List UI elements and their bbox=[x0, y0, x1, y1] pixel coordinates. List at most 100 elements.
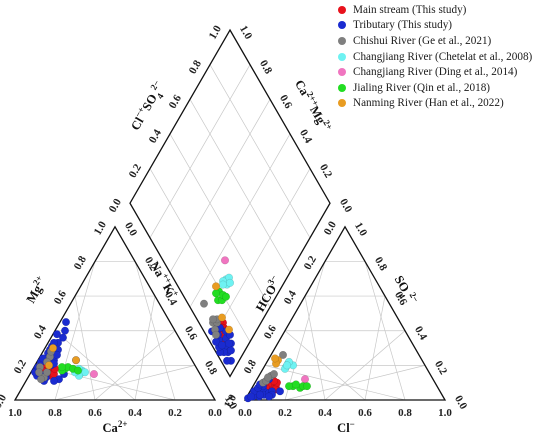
diamond-grid-a bbox=[169, 99, 271, 273]
tick-label: 0.0 bbox=[452, 394, 470, 412]
legend-item: Changjiang River (Ding et al., 2014) bbox=[338, 64, 548, 80]
data-point bbox=[45, 361, 54, 370]
tick-label: 0.0 bbox=[337, 197, 355, 215]
hco3-axis-label: HCO3− bbox=[251, 273, 284, 314]
data-point bbox=[224, 325, 233, 334]
axis-label-part: + bbox=[170, 289, 181, 298]
data-point bbox=[224, 339, 233, 348]
chart-legend: Main stream (This study) Tributary (This … bbox=[338, 2, 548, 111]
data-point bbox=[283, 361, 292, 370]
data-point bbox=[71, 356, 80, 365]
data-point bbox=[225, 278, 234, 287]
tick-label: 0.4 bbox=[412, 324, 430, 342]
axis-label-part: 2+ bbox=[31, 274, 44, 287]
anion-triangle-grid-b bbox=[364, 261, 406, 401]
tick-label: 0.2 bbox=[278, 407, 292, 419]
anion-triangle-grid-a bbox=[304, 296, 326, 401]
tick-label: 1.0 bbox=[352, 220, 370, 238]
cation-triangle-grid-b bbox=[94, 330, 176, 401]
legend-label: Changjiang River (Ding et al., 2014) bbox=[353, 66, 518, 79]
data-point bbox=[303, 382, 312, 391]
tick-label: 1.0 bbox=[222, 392, 240, 410]
tick-label: 0.8 bbox=[398, 407, 412, 419]
legend-item: Changjiang River (Chetelat et al., 2008) bbox=[338, 49, 548, 65]
tick-label: 1.0 bbox=[8, 407, 22, 419]
tick-label: 1.0 bbox=[207, 23, 225, 41]
legend-marker bbox=[338, 36, 346, 45]
axis-label-part: Mg bbox=[24, 282, 46, 305]
cation-triangle-grid-a bbox=[54, 330, 136, 401]
diamond-grid-b bbox=[209, 64, 311, 239]
tick-label: 0.6 bbox=[167, 92, 185, 110]
axis-label-part: 3− bbox=[265, 273, 278, 286]
anion-triangle-grid-a bbox=[284, 330, 366, 401]
axis-label-part: 2− bbox=[407, 290, 420, 303]
diamond-grid-b bbox=[169, 133, 271, 308]
data-point bbox=[246, 392, 255, 401]
data-point bbox=[256, 390, 265, 399]
tick-label: 0.4 bbox=[147, 127, 165, 145]
tick-label: 0.0 bbox=[322, 219, 340, 237]
data-point bbox=[37, 375, 46, 384]
legend-item: Nanming River (Han et al., 2022) bbox=[338, 96, 548, 112]
data-point bbox=[53, 330, 62, 339]
tick-label: 0.6 bbox=[52, 288, 70, 306]
legend-marker bbox=[338, 83, 346, 92]
tick-label: 0.6 bbox=[262, 323, 280, 341]
data-point bbox=[222, 356, 231, 365]
legend-marker bbox=[338, 99, 346, 108]
legend-item: Main stream (This study) bbox=[338, 2, 548, 18]
data-point bbox=[285, 382, 294, 391]
tick-label: 0.4 bbox=[318, 407, 332, 419]
data-point bbox=[199, 299, 208, 308]
data-point bbox=[35, 368, 44, 377]
data-point bbox=[279, 350, 288, 359]
anion-triangle-grid-b bbox=[364, 296, 386, 401]
legend-marker bbox=[338, 52, 346, 61]
tick-label: 0.2 bbox=[317, 162, 335, 180]
axis-label-part: −+ bbox=[133, 105, 147, 119]
data-point bbox=[58, 363, 67, 372]
cation-triangle-grid-a bbox=[74, 296, 96, 401]
tick-label: 0.6 bbox=[358, 407, 372, 419]
cl-so4-axis-label: Cl−+SO42− bbox=[126, 78, 170, 134]
tick-label: 0.2 bbox=[432, 359, 450, 377]
cation-triangle-grid-b bbox=[54, 365, 196, 401]
axis-label-part: 4 bbox=[397, 292, 408, 301]
axis-label-part: Cl bbox=[337, 421, 350, 435]
data-point bbox=[265, 392, 274, 401]
data-point bbox=[264, 373, 273, 382]
ca-mg-axis-label: Ca2++Mg2+ bbox=[292, 76, 335, 134]
data-point bbox=[292, 380, 301, 389]
legend-item: Jialing River (Qin et al., 2018) bbox=[338, 80, 548, 96]
axis-label-part: Na bbox=[147, 259, 167, 280]
data-point bbox=[43, 368, 52, 377]
data-point bbox=[59, 333, 68, 342]
data-point bbox=[211, 330, 220, 339]
data-point bbox=[50, 376, 59, 385]
tick-label: 1.0 bbox=[92, 219, 110, 237]
legend-label: Changjiang River (Chetelat et al., 2008) bbox=[353, 50, 533, 63]
tick-label: 0.0 bbox=[107, 196, 125, 214]
tick-label: 1.0 bbox=[237, 24, 255, 42]
tick-label: 0.6 bbox=[277, 93, 295, 111]
data-point bbox=[270, 370, 279, 379]
na-k-axis-label: Na++K+ bbox=[147, 258, 181, 301]
data-point bbox=[226, 346, 235, 355]
axis-label-part: − bbox=[350, 419, 355, 429]
tick-label: 0.2 bbox=[127, 162, 145, 180]
data-point bbox=[217, 341, 226, 350]
data-point bbox=[271, 354, 280, 363]
legend-label: Nanming River (Han et al., 2022) bbox=[353, 97, 504, 110]
cation-triangle-grid-b bbox=[134, 261, 176, 401]
legend-item: Chishui River (Ge et al., 2021) bbox=[338, 33, 548, 49]
anion-triangle-grid-b bbox=[284, 365, 426, 401]
data-point bbox=[73, 366, 82, 375]
diamond-grid-b bbox=[149, 168, 251, 342]
tick-label: 0.4 bbox=[32, 323, 50, 341]
axis-label-part: Ca bbox=[103, 421, 119, 435]
diamond-grid-a bbox=[149, 64, 251, 239]
tick-label: 0.6 bbox=[88, 407, 102, 419]
data-point bbox=[301, 375, 310, 384]
data-point bbox=[221, 292, 230, 301]
